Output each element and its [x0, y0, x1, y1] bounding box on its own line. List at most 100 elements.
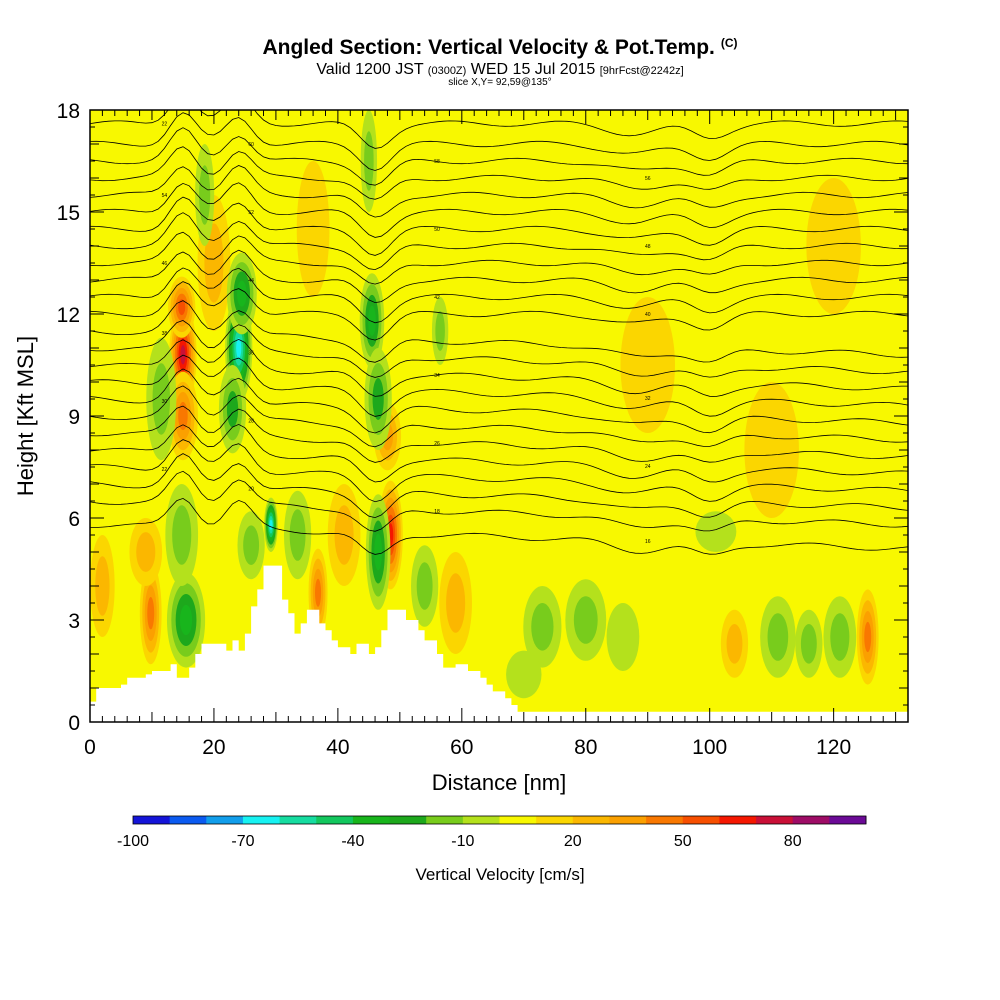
colorbar-tick-label: 20: [564, 833, 582, 850]
velocity-cell: [364, 348, 392, 450]
velocity-cell: [620, 297, 675, 433]
theta-label: 30: [162, 399, 168, 405]
colorbar-swatch: [279, 816, 317, 824]
x-tick-label: 60: [450, 736, 473, 759]
theta-line: [90, 338, 908, 397]
theta-line: [90, 385, 908, 448]
colorbar-tick-label: -100: [117, 833, 149, 850]
velocity-contour: [531, 603, 554, 651]
theta-label: 44: [248, 278, 254, 284]
theta-line: [90, 249, 908, 304]
velocity-contour: [800, 623, 817, 664]
velocity-contour: [289, 509, 306, 561]
velocity-cell: [856, 589, 879, 685]
x-axis-title: Distance [nm]: [432, 770, 567, 795]
velocity-contour: [416, 562, 433, 610]
colorbar-tick-label: -40: [341, 833, 364, 850]
y-tick-label: 0: [68, 712, 80, 735]
colorbar-swatch: [426, 816, 464, 824]
theta-line: [90, 146, 908, 200]
velocity-cell: [606, 603, 640, 671]
velocity-cell: [365, 494, 391, 610]
velocity-contour: [243, 525, 260, 566]
velocity-contour: [178, 299, 186, 316]
theta-line: [90, 212, 908, 271]
chart-title: Angled Section: Vertical Velocity & Pot.…: [262, 36, 738, 59]
velocity-cell: [523, 586, 562, 668]
theta-label: 20: [248, 487, 254, 493]
velocity-contour: [237, 280, 247, 307]
theta-line: [90, 470, 908, 532]
velocity-cell: [565, 579, 607, 661]
velocity-contour: [178, 401, 188, 431]
y-tick-label: 15: [57, 202, 80, 225]
velocity-cell: [823, 596, 857, 678]
velocity-contour: [726, 623, 743, 664]
velocity-contour: [446, 573, 466, 633]
velocity-cell: [264, 497, 278, 552]
colorbar: -100 -70 -40 -10 20 50 80: [117, 815, 867, 850]
y-tick-label: 3: [68, 610, 80, 633]
velocity-contour: [744, 382, 799, 518]
theta-label: 22: [162, 467, 168, 473]
theta-label: 54: [162, 193, 168, 199]
theta-line: [90, 281, 908, 341]
velocity-contour: [695, 511, 737, 552]
colorbar-title: Vertical Velocity [cm/s]: [415, 865, 584, 884]
velocity-cell: [168, 276, 196, 338]
valid-time: Valid 1200 JST: [316, 61, 424, 78]
theta-label: 50: [434, 227, 440, 233]
colorbar-swatch: [829, 816, 867, 824]
x-tick-label: 20: [202, 736, 225, 759]
colorbar-swatch: [719, 816, 757, 824]
x-tick-label: 120: [816, 736, 851, 759]
theta-label: 22: [162, 122, 168, 128]
theta-line: [90, 354, 908, 417]
theta-label: 38: [162, 331, 168, 337]
colorbar-frame: [132, 815, 867, 825]
colorbar-tick-label: -70: [231, 833, 254, 850]
theta-label: 56: [645, 176, 651, 182]
velocity-cell: [139, 562, 162, 665]
velocity-cell: [760, 596, 796, 678]
forecast-info: [9hrFcst@2242z]: [599, 65, 684, 77]
x-tick-label: 80: [574, 736, 597, 759]
x-tick-label: 0: [84, 736, 96, 759]
title-unit: (C): [720, 36, 738, 50]
theta-line: [90, 110, 908, 149]
valid-utc: (0300Z): [427, 65, 467, 77]
velocity-cell: [744, 382, 799, 518]
velocity-cell: [283, 490, 312, 580]
theta-contours: 22 60 58 56 54 52 50 48 46 44 42 40 38 36 34 32 30 28 26 24…: [90, 110, 908, 555]
velocity-contour: [315, 578, 322, 607]
velocity-contour: [606, 603, 640, 671]
theta-line: [90, 127, 908, 186]
theta-label: 34: [434, 373, 440, 379]
theta-label: 42: [434, 295, 440, 301]
theta-label: 26: [434, 441, 440, 447]
y-tick-label: 18: [57, 100, 80, 123]
chart-subtitle: Valid 1200 JST (0300Z) WED 15 Jul 2015 […: [0, 61, 1000, 79]
theta-label: 16: [645, 539, 651, 545]
colorbar-swatch: [682, 816, 720, 824]
velocity-contour: [269, 519, 273, 530]
velocity-contour: [830, 613, 850, 661]
velocity-contour: [152, 363, 171, 435]
velocity-cell: [795, 609, 823, 678]
theta-label: 40: [645, 312, 651, 318]
theta-line: [90, 300, 908, 363]
theta-label: 46: [162, 261, 168, 267]
theta-label: 24: [645, 464, 651, 470]
colorbar-tick-label: 50: [674, 833, 692, 850]
velocity-contour: [199, 165, 211, 225]
velocity-cell: [226, 252, 257, 335]
velocity-contour: [435, 311, 445, 351]
velocity-contour: [204, 223, 224, 303]
theta-label: 48: [645, 244, 651, 250]
theta-line: [90, 320, 908, 378]
velocity-cell: [439, 552, 472, 654]
velocity-cell: [90, 535, 115, 637]
theta-label: 36: [248, 351, 254, 357]
